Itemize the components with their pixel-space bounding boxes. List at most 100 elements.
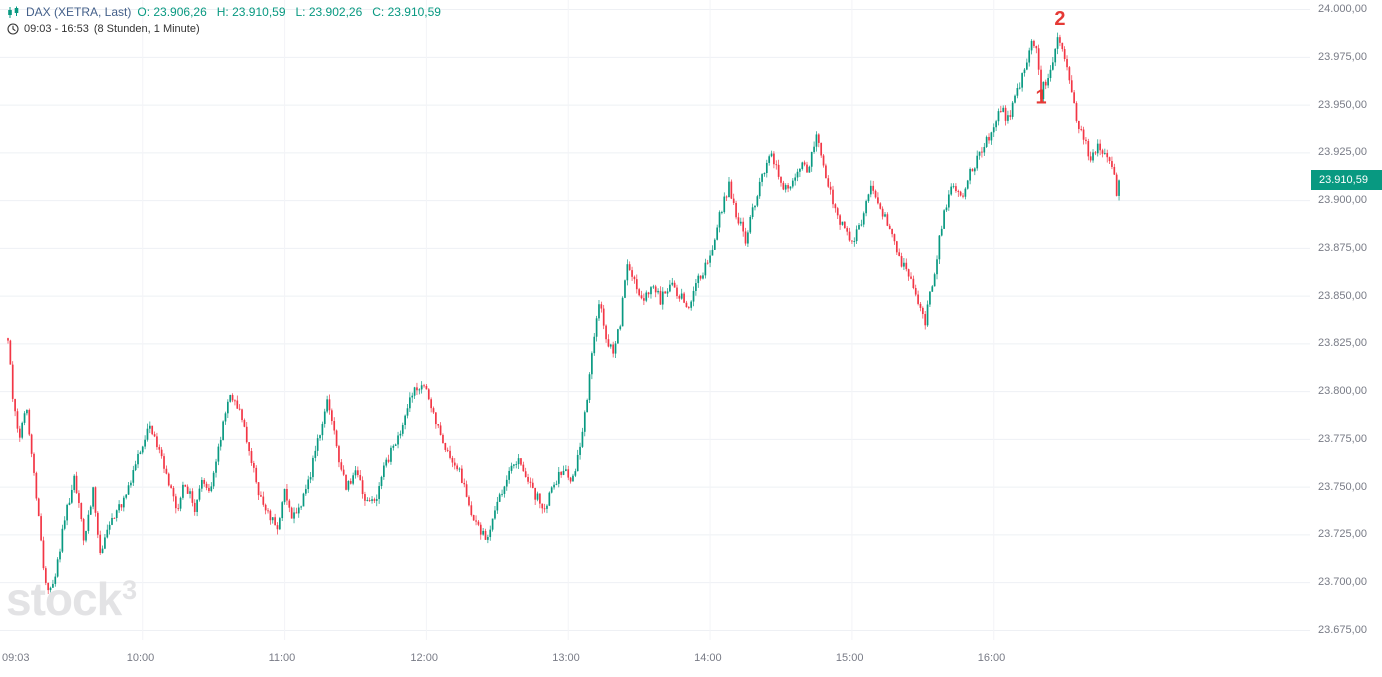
candle-body [791, 180, 794, 187]
candle-body [822, 155, 825, 166]
candle-body [1099, 143, 1101, 151]
candlestick-chart[interactable]: 12 [0, 0, 1310, 640]
candle-body [134, 464, 137, 471]
candle-body [399, 433, 402, 436]
candle-body [461, 468, 463, 483]
candle-body [479, 524, 482, 535]
candle-body [281, 502, 284, 519]
candle-body [26, 409, 28, 414]
stock3-watermark-logo: stock3 [6, 573, 137, 625]
candle-body [926, 304, 929, 326]
x-tick-label: 14:00 [694, 652, 722, 664]
candle-body [130, 482, 132, 486]
candle-body [650, 287, 652, 295]
candle-body [210, 486, 213, 492]
candle-body [104, 537, 106, 549]
candle-body [515, 464, 518, 466]
candle-body [1016, 88, 1019, 96]
candle-body [212, 472, 215, 487]
candle-body [16, 411, 19, 429]
candle-body [120, 504, 123, 508]
y-tick-label: 23.850,00 [1318, 289, 1367, 302]
candle-body [456, 465, 458, 470]
x-tick-label: 09:03 [2, 652, 30, 664]
wave-annotation-1: 1 [1035, 87, 1046, 109]
candle-body [1089, 156, 1092, 161]
candle-body [245, 426, 248, 443]
candle-body [430, 399, 432, 409]
candle-body [271, 517, 274, 521]
time-axis[interactable]: 09:03 10:00 11:00 12:00 13:00 14:00 15:00 16:00 [0, 640, 1310, 677]
candle-body [302, 493, 305, 507]
candle-body [770, 153, 773, 157]
candle-body [855, 229, 858, 242]
candle-body [839, 215, 841, 225]
candle-body [498, 494, 501, 502]
candle-body [583, 412, 586, 432]
candle-body [938, 235, 941, 260]
candle-body [992, 127, 995, 133]
candle-body [300, 506, 302, 508]
candle-body [955, 186, 957, 192]
candle-body [966, 180, 969, 189]
x-tick-label: 15:00 [835, 652, 864, 664]
candle-body [841, 221, 844, 225]
candle-body [439, 425, 442, 435]
candle-body [401, 425, 404, 434]
candle-body [333, 421, 336, 431]
candle-body [912, 278, 915, 288]
candle-body [562, 470, 565, 475]
candle-body [248, 442, 250, 452]
session-range: 09:03 - 16:53 [24, 23, 89, 35]
candle-body [442, 434, 444, 444]
candle-body [763, 173, 766, 175]
price-axis[interactable]: 23.910,59 24.000,00 23.975,00 23.950,00 23.… [1310, 0, 1382, 640]
candle-body [520, 458, 522, 465]
candle-body [931, 286, 934, 292]
x-tick-label: 11:00 [268, 652, 296, 664]
candle-body [744, 231, 747, 244]
candle-body [1018, 87, 1021, 89]
candle-body [765, 162, 768, 174]
candle-body [373, 499, 376, 501]
candle-body [9, 340, 12, 365]
candle-body [605, 325, 607, 340]
candle-body [1044, 81, 1047, 86]
candle-body [853, 241, 856, 242]
candle-body [867, 194, 870, 202]
candle-body [919, 303, 922, 308]
candle-body [524, 471, 527, 477]
candle-body [49, 587, 52, 591]
candle-body [307, 479, 310, 490]
candle-body [782, 182, 785, 190]
candle-body [59, 551, 61, 560]
candle-body [1103, 152, 1106, 154]
candle-body [463, 482, 466, 485]
x-tick-label: 10:00 [126, 652, 155, 664]
candle-body [47, 582, 50, 591]
candle-body [416, 387, 418, 391]
candle-body [30, 434, 33, 454]
candle-body [858, 225, 860, 230]
candle-body [420, 385, 423, 390]
candle-body [1068, 67, 1071, 81]
candle-body [316, 438, 319, 451]
candle-body [357, 470, 359, 476]
candle-body [290, 507, 293, 519]
candle-body [879, 203, 882, 209]
candle-body [988, 136, 990, 141]
candle-body [851, 240, 853, 242]
candle-body [40, 516, 42, 541]
candle-body [1004, 107, 1007, 121]
candle-body [697, 275, 700, 284]
candle-body [314, 450, 317, 458]
candle-body [978, 151, 981, 156]
candle-body [323, 411, 326, 424]
candle-body [621, 297, 624, 327]
candle-body [895, 241, 898, 253]
candle-body [1054, 48, 1057, 63]
candle-body [614, 343, 617, 354]
candle-body [695, 283, 697, 291]
candle-body [517, 458, 520, 465]
candle-body [976, 155, 979, 169]
